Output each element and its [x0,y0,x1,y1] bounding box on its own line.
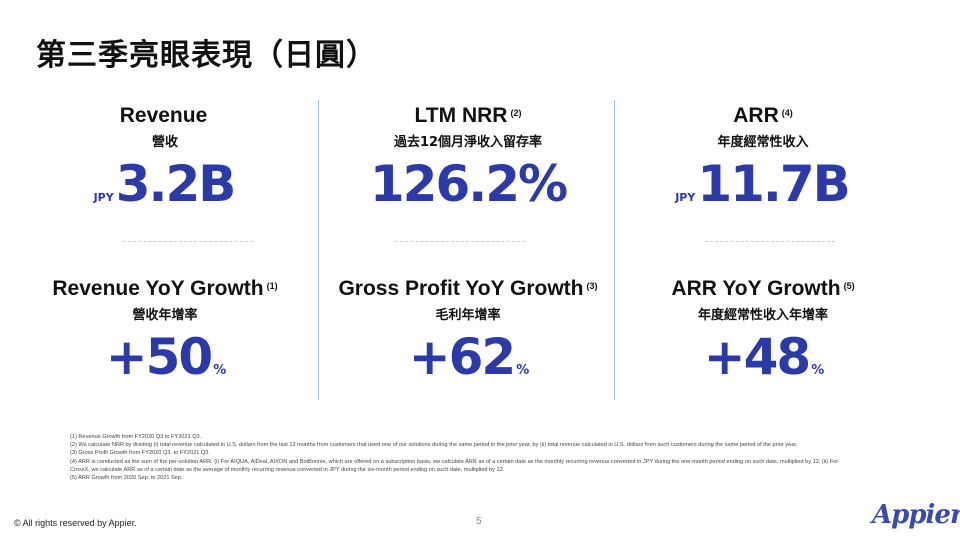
page-title: 第三季亮眼表現（日圓） [36,38,377,73]
metric-value: JPY11.7B [613,156,913,226]
metric-card: LTM NRR (2) 過去12個月淨收入留存率 126.2% [318,104,618,226]
metric-title: ARR YoY Growth (5) [613,277,913,301]
metric-title-text: Revenue [119,104,208,127]
currency-prefix: JPY [93,191,114,204]
value-text: +50 [105,328,213,386]
value-text: 3.2B [115,155,237,213]
metric-card: Revenue YoY Growth (1) 營收年增率 +50% [15,277,315,399]
metric-title-text: Revenue YoY Growth [52,277,264,300]
dashed-divider [395,241,525,242]
metric-subtitle: 年度經常性收入年增率 [697,308,828,323]
dashed-divider [123,241,253,242]
metric-title: ARR (4) [613,104,913,128]
metric-value: +62% [318,329,618,399]
copyright: © All rights reserved by Appier. [14,518,137,528]
footnote-ref: (1) [266,281,278,291]
footnote: (2) We calculate NRR by dividing (i) tot… [70,442,798,449]
metric-value: 126.2% [318,156,618,226]
metric-subtitle: 營收 [151,135,178,150]
metric-title-text: ARR YoY Growth [671,277,841,300]
footnote-ref: (5) [843,281,855,291]
dashed-divider [705,241,835,242]
value-suffix: % [516,363,530,378]
metric-title: Revenue YoY Growth (1) [15,277,315,301]
metric-card: Gross Profit YoY Growth (3) 毛利年增率 +62% [318,277,618,399]
metric-value: +48% [613,329,913,399]
footnote: (5) ARR Growth from 2020 Sep. to 2021 Se… [70,475,183,482]
metric-subtitle: 毛利年增率 [435,308,501,323]
metric-title: Gross Profit YoY Growth (3) [318,277,618,301]
value-text: +48 [703,328,811,386]
metric-card: ARR YoY Growth (5) 年度經常性收入年增率 +48% [613,277,913,399]
metric-subtitle: 營收年增率 [132,308,198,323]
metric-value: +50% [15,329,315,399]
value-text: +62 [408,328,516,386]
metric-title-text: Gross Profit YoY Growth [338,277,584,300]
metric-card: Revenue 營收 JPY3.2B [15,104,315,226]
value-suffix: % [213,363,227,378]
footnote: (4) ARR is conducted as the sum of the p… [70,458,839,473]
footnote-ref: (4) [781,108,793,118]
footnote: (1) Revenue Growth from FY2020 Q3 to FY2… [70,434,202,440]
footnotes: (1) Revenue Growth from FY2020 Q3 to FY2… [70,433,850,482]
value-text: 126.2% [369,155,568,213]
footnote-ref: (3) [586,281,598,291]
value-suffix: % [811,363,825,378]
metric-subtitle: 過去12個月淨收入留存率 [393,135,543,150]
metric-title: LTM NRR (2) [318,104,618,128]
footnote: (3) Gross Profit Growth from FY2020 Q3. … [70,450,210,457]
metric-title-text: LTM NRR [414,104,508,127]
metric-value: JPY3.2B [15,156,315,226]
metric-subtitle: 年度經常性收入 [717,135,809,150]
footnote-ref: (2) [510,108,522,118]
metric-title: Revenue [15,104,315,128]
metric-card: ARR (4) 年度經常性收入 JPY11.7B [613,104,913,226]
divider [318,100,319,400]
appier-logo: Appier [872,500,960,530]
page-number: 5 [476,516,482,527]
value-text: 11.7B [697,155,850,213]
divider [614,100,615,400]
metric-title-text: ARR [733,104,779,127]
currency-prefix: JPY [675,191,696,204]
